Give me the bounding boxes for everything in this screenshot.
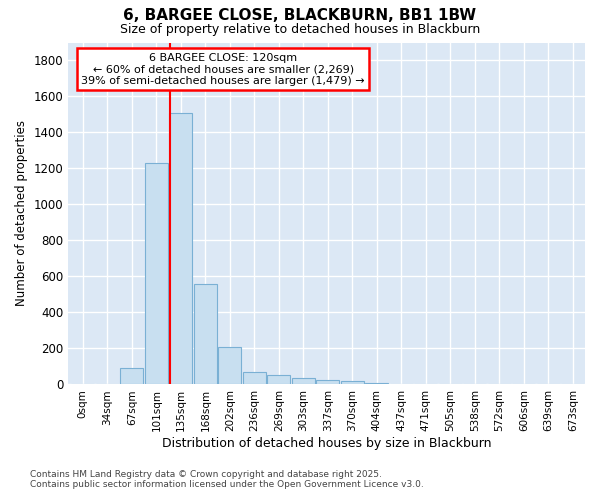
Bar [316,380,340,384]
Bar [292,378,315,384]
Bar [169,112,193,384]
Text: Contains HM Land Registry data © Crown copyright and database right 2025.
Contai: Contains HM Land Registry data © Crown c… [30,470,424,489]
Bar [145,163,168,384]
Text: Size of property relative to detached houses in Blackburn: Size of property relative to detached ho… [120,22,480,36]
Text: 6 BARGEE CLOSE: 120sqm
← 60% of detached houses are smaller (2,269)
39% of semi-: 6 BARGEE CLOSE: 120sqm ← 60% of detached… [82,53,365,86]
Text: 6, BARGEE CLOSE, BLACKBURN, BB1 1BW: 6, BARGEE CLOSE, BLACKBURN, BB1 1BW [124,8,476,22]
Bar [242,372,266,384]
Bar [267,376,290,384]
Bar [194,284,217,384]
X-axis label: Distribution of detached houses by size in Blackburn: Distribution of detached houses by size … [162,437,491,450]
Bar [341,381,364,384]
Y-axis label: Number of detached properties: Number of detached properties [15,120,28,306]
Bar [218,346,241,385]
Bar [365,382,388,384]
Bar [120,368,143,384]
